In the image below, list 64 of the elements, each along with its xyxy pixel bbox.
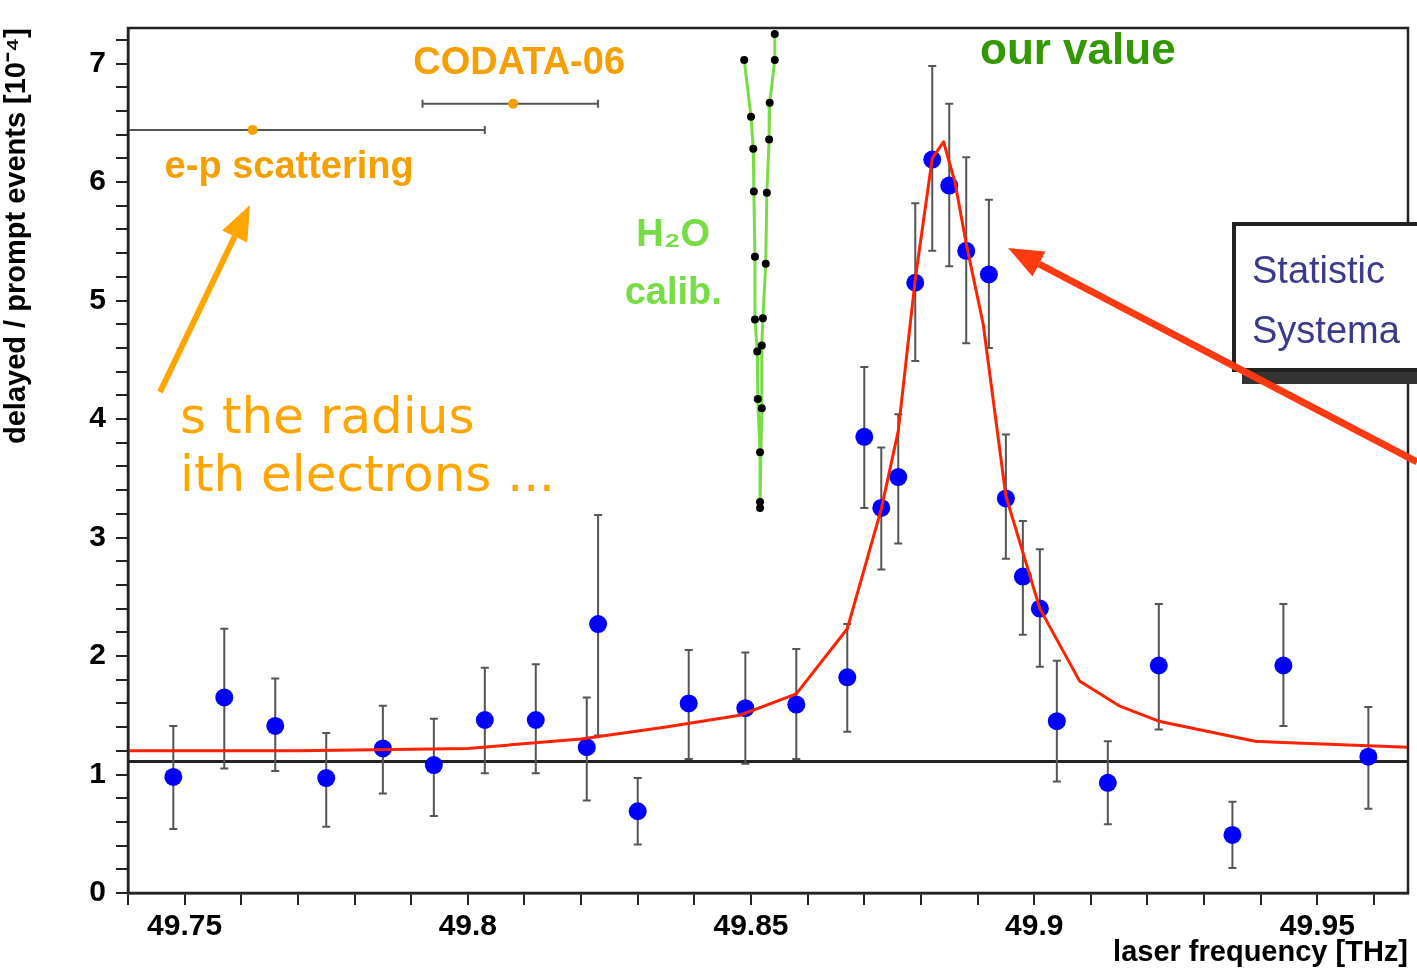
y-tick-label: 3 (89, 518, 106, 552)
point (475, 711, 494, 729)
annotation: s the radius (180, 386, 475, 445)
point (628, 802, 647, 821)
y-tick-label: 0 (89, 874, 106, 908)
annotation: Systema (1252, 308, 1401, 353)
series-label: e-p scattering (164, 144, 414, 187)
annotation: Statistic (1252, 248, 1387, 293)
point (317, 769, 336, 788)
point (266, 716, 285, 735)
point (679, 694, 698, 713)
point (1149, 656, 1168, 675)
x-tick-label: 49.8 (438, 908, 498, 942)
point (750, 315, 759, 324)
annotation: our value (980, 24, 1176, 74)
point (750, 252, 759, 261)
point (164, 767, 183, 786)
point (757, 341, 766, 350)
point (1274, 656, 1293, 675)
point (889, 468, 908, 487)
x-tick-label: 49.85 (713, 908, 789, 942)
y-tick-label: 5 (89, 281, 106, 315)
point (770, 29, 779, 38)
point (787, 695, 806, 714)
point (740, 55, 749, 64)
point (526, 711, 545, 729)
point (749, 187, 758, 196)
point (855, 427, 874, 446)
point (758, 314, 767, 323)
point (765, 98, 774, 107)
point (753, 347, 762, 356)
series-label: H₂O calib. (624, 212, 722, 313)
point (215, 688, 234, 707)
point (577, 738, 596, 757)
x-tick-label: 49.75 (147, 908, 223, 942)
point (756, 448, 765, 457)
point (979, 265, 998, 284)
point (749, 144, 758, 153)
point (770, 55, 779, 64)
y-tick-label: 6 (89, 163, 106, 197)
point (762, 188, 771, 197)
point (1359, 747, 1378, 766)
x-tick-label: 49.9 (1005, 908, 1064, 942)
point (753, 394, 762, 403)
point (508, 98, 519, 109)
y-tick-label: 7 (89, 44, 106, 78)
point (424, 756, 443, 775)
y-tick-label: 2 (89, 637, 106, 671)
point (756, 497, 765, 506)
point (765, 135, 774, 144)
point (1223, 825, 1242, 844)
point (761, 259, 770, 268)
series-label: CODATA-06 (413, 40, 626, 83)
point (1098, 773, 1117, 792)
point (838, 668, 857, 687)
point (589, 615, 608, 634)
point (1047, 712, 1066, 731)
annotation: ith electrons ... (180, 444, 555, 503)
y-tick-label: 4 (89, 400, 107, 434)
y-tick-label: 1 (89, 755, 106, 789)
point (247, 124, 258, 135)
y-axis-title: delayed / prompt events [10⁻⁴] (0, 28, 32, 444)
point (747, 112, 756, 121)
point (757, 404, 766, 413)
